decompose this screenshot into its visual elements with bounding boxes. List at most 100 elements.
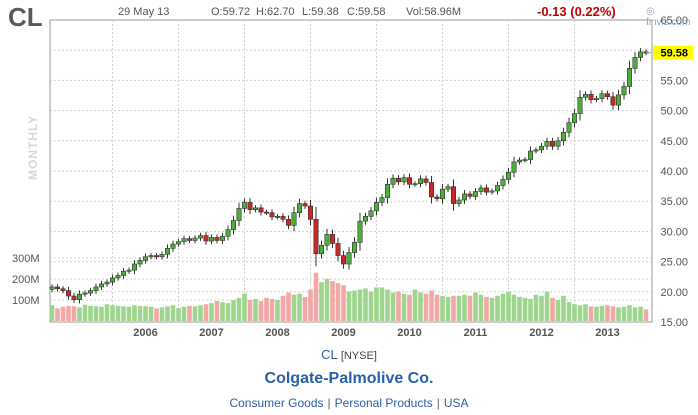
candle-down (467, 193, 473, 197)
last-price-label: 59.58 (660, 48, 688, 60)
volume-bar (517, 296, 522, 321)
volume: Vol:58.96M (406, 6, 462, 18)
candle-up (555, 140, 561, 147)
volume-bar (385, 289, 390, 321)
company-name[interactable]: Colgate-Palmolive Co. (264, 370, 434, 387)
candle-down (214, 237, 220, 241)
candle-up (494, 185, 500, 192)
candle-down (258, 207, 264, 213)
country-link[interactable]: USA (443, 396, 469, 410)
volume-bar (440, 295, 445, 321)
volume-bar (583, 304, 588, 321)
candle-up (225, 229, 231, 237)
candle-up (324, 234, 330, 246)
sector-link[interactable]: Consumer Goods (229, 396, 324, 410)
candle-down (450, 186, 456, 204)
candle-up (126, 269, 132, 272)
volume-bar (621, 306, 627, 321)
candle-down (269, 212, 275, 218)
candle-up (489, 190, 495, 193)
volume-tick-label: 200M (12, 274, 40, 286)
candle-up (571, 113, 577, 123)
volume-bar (126, 306, 132, 321)
volume-bar (330, 281, 335, 321)
volume-bar (390, 292, 396, 321)
candle-down (302, 203, 308, 207)
candle-up (346, 252, 352, 265)
candle-down (203, 235, 209, 242)
volume-bar (225, 303, 231, 321)
candle-up (566, 122, 572, 133)
low-price: L:59.38 (302, 6, 339, 18)
ticker-symbol: CL (8, 2, 43, 32)
volume-bar (423, 293, 429, 321)
candle-up (505, 171, 511, 180)
candle-up (181, 238, 187, 242)
candle-up (104, 281, 110, 285)
price-tick-label: 40.00 (660, 166, 688, 178)
volume-bar (93, 306, 99, 321)
volume-bar (396, 291, 401, 321)
candle-up (582, 93, 588, 98)
candle-up (577, 97, 583, 114)
volume-bar (49, 305, 55, 321)
candle-up (478, 187, 484, 192)
volume-bar (528, 298, 533, 321)
volume-bar (599, 305, 605, 321)
price-tick-label: 65.00 (660, 15, 688, 27)
candle-up (362, 216, 368, 222)
quote-date: 29 May 13 (118, 6, 170, 18)
volume-bar (115, 305, 121, 321)
volume-bar (280, 295, 286, 321)
candle-down (54, 286, 60, 290)
candle-down (395, 177, 401, 183)
volume-bar (236, 297, 242, 321)
volume-bar (632, 307, 638, 321)
year-tick-label: 2011 (464, 327, 488, 339)
candle-up (192, 237, 198, 241)
price-tick-label: 25.00 (660, 257, 688, 269)
volume-bar (231, 300, 236, 321)
candle-up (439, 188, 445, 200)
volume-bar (159, 307, 165, 321)
year-tick-label: 2007 (199, 327, 223, 339)
candle-down (285, 219, 291, 226)
candle-up (148, 255, 154, 258)
volume-bar (258, 301, 264, 321)
volume-bar (341, 285, 346, 321)
price-tick-label: 20.00 (660, 287, 688, 299)
volume-bar (412, 289, 418, 321)
volume-bar (291, 294, 297, 321)
candle-up (544, 141, 550, 147)
volume-bar (203, 304, 209, 321)
volume-bar (297, 293, 302, 321)
candle-up (357, 220, 363, 243)
volume-bar (352, 290, 357, 321)
candle-up (236, 208, 242, 221)
volume-bar (616, 307, 621, 321)
candle-up (110, 277, 116, 283)
candle-up (159, 254, 165, 258)
volume-bar (275, 300, 280, 321)
candle-up (626, 68, 632, 87)
volume-bar (247, 300, 253, 321)
candle-up (511, 161, 517, 173)
finviz-brand[interactable]: ◎ finviz.com (646, 6, 698, 28)
volume-tick-label: 100M (12, 295, 40, 307)
candle-down (307, 205, 313, 220)
industry-link[interactable]: Personal Products (334, 396, 433, 410)
year-tick-label: 2012 (529, 327, 553, 339)
volume-bar (407, 294, 412, 321)
volume-bar (495, 295, 500, 321)
volume-bar (242, 293, 247, 321)
candle-down (154, 255, 160, 258)
candle-down (406, 177, 412, 185)
candle-up (253, 207, 259, 210)
volume-bar (456, 295, 462, 321)
candle-up (390, 177, 396, 185)
candle-up (599, 93, 605, 99)
footer-ticker-symbol[interactable]: CL (321, 347, 338, 362)
year-tick-label: 2008 (265, 327, 289, 339)
candle-up (522, 159, 528, 162)
volume-bar (55, 308, 60, 321)
